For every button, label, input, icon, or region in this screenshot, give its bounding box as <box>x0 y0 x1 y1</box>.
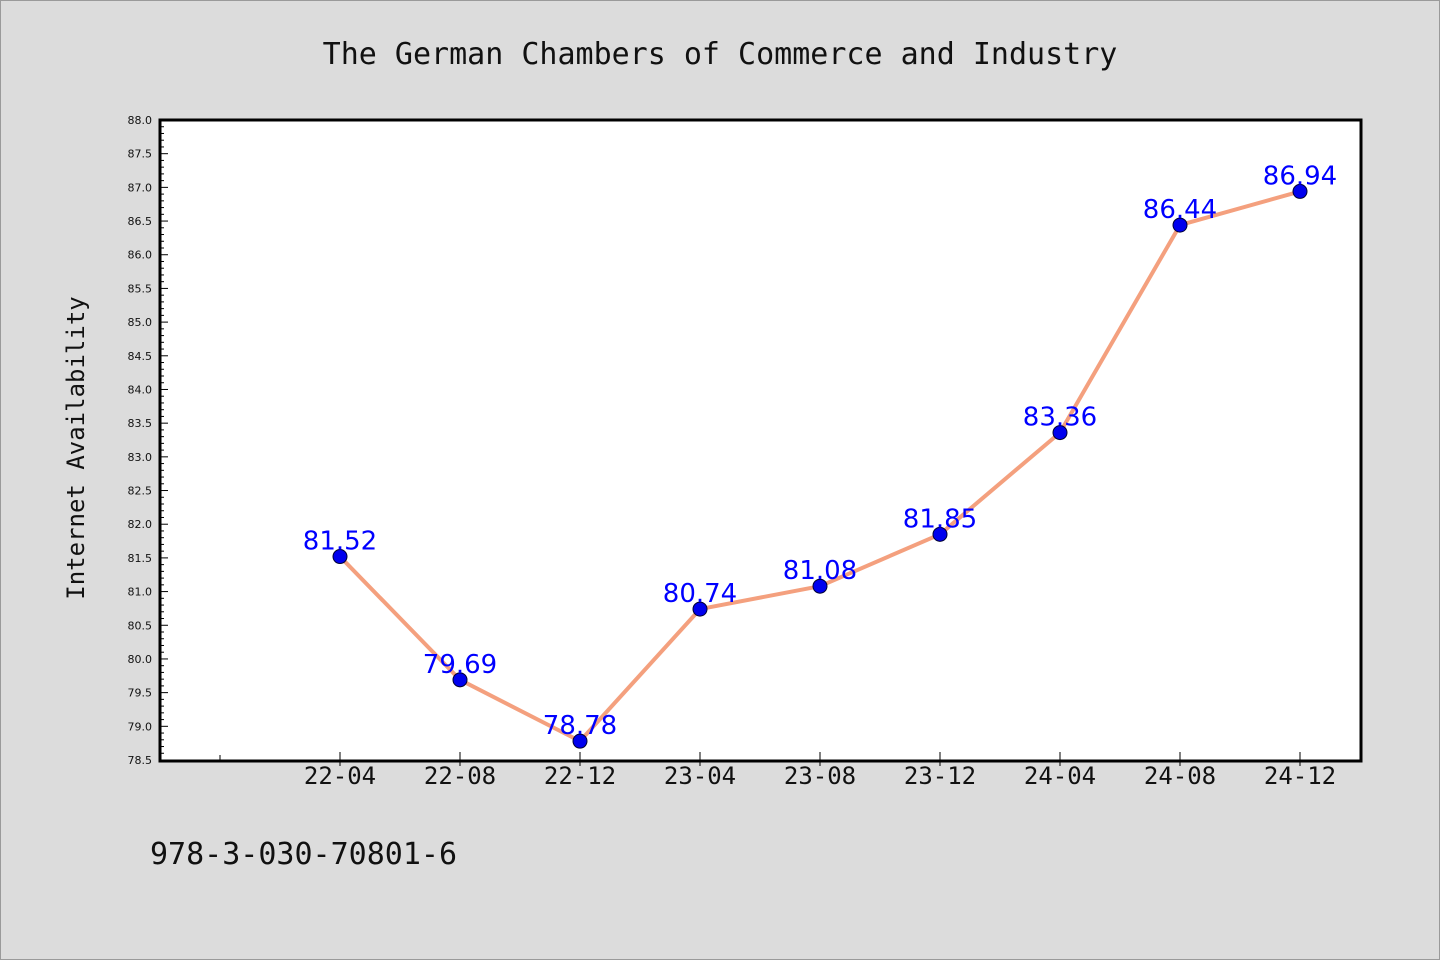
y-tick-label: 84.5 <box>128 350 153 363</box>
data-point-marker <box>1052 425 1068 441</box>
data-point-marker <box>692 601 708 617</box>
plot-area <box>158 118 1363 763</box>
y-axis-title: Internet Availability <box>62 296 90 599</box>
data-label: 81.52 <box>303 527 377 557</box>
data-point-marker <box>452 672 468 688</box>
data-label: 83.36 <box>1023 403 1097 433</box>
y-tick-label: 83.0 <box>128 451 153 464</box>
y-tick-label: 79.0 <box>128 720 153 733</box>
y-tick-label: 82.0 <box>128 518 153 531</box>
y-tick-label: 79.5 <box>128 687 153 700</box>
y-tick-label: 78.5 <box>128 754 153 767</box>
y-tick-label: 83.5 <box>128 417 153 430</box>
y-tick-label: 87.0 <box>128 181 153 194</box>
x-tick-label: 22-12 <box>544 762 616 790</box>
data-point-marker <box>1172 217 1188 233</box>
data-label: 79.69 <box>423 650 497 680</box>
x-tick-label: 22-08 <box>424 762 496 790</box>
chart-title: The German Chambers of Commerce and Indu… <box>323 37 1118 72</box>
data-point-marker <box>1292 183 1308 199</box>
y-tick-label: 81.5 <box>128 552 153 565</box>
y-tick-label: 86.0 <box>128 249 153 262</box>
y-tick-label: 81.0 <box>128 586 153 599</box>
data-label: 80.74 <box>663 579 737 609</box>
y-tick-label: 85.0 <box>128 316 153 329</box>
y-tick-label: 82.5 <box>128 485 153 498</box>
data-label: 81.08 <box>783 556 857 586</box>
x-tick-label: 24-04 <box>1024 762 1096 790</box>
y-tick-label: 87.5 <box>128 148 153 161</box>
y-tick-label: 85.5 <box>128 282 153 295</box>
x-tick-label: 23-04 <box>664 762 736 790</box>
x-tick-label: 23-08 <box>784 762 856 790</box>
x-axis: 22-04 22-08 22-12 23-04 23-08 23-12 24-04 24-08… <box>219 752 1336 790</box>
y-tick-label: 84.0 <box>128 383 153 396</box>
series-group: 81.52 79.69 78.78 80.74 81.08 81.85 83.36 86.44… <box>303 161 1337 749</box>
y-tick-label: 88.0 <box>128 114 153 127</box>
y-axis: 78.5 79.0 79.5 80.0 80.5 81.0 81.5 82.0 82.5 83.0… <box>128 114 168 767</box>
data-point-marker <box>332 549 348 565</box>
x-tick-label: 24-08 <box>1144 762 1216 790</box>
data-label: 86.44 <box>1143 195 1217 225</box>
data-point-marker <box>812 578 828 594</box>
data-label: 78.78 <box>543 711 617 741</box>
y-tick-label: 80.0 <box>128 653 153 666</box>
data-label: 86.94 <box>1263 161 1337 191</box>
y-tick-label: 86.5 <box>128 215 153 228</box>
data-point-marker <box>572 733 588 749</box>
x-tick-label: 23-12 <box>904 762 976 790</box>
data-point-marker <box>932 526 948 542</box>
x-tick-label: 22-04 <box>304 762 376 790</box>
y-tick-label: 80.5 <box>128 619 153 632</box>
x-tick-label: 24-12 <box>1264 762 1336 790</box>
data-label: 81.85 <box>903 504 977 534</box>
isbn-footnote: 978-3-030-70801-6 <box>150 837 457 872</box>
